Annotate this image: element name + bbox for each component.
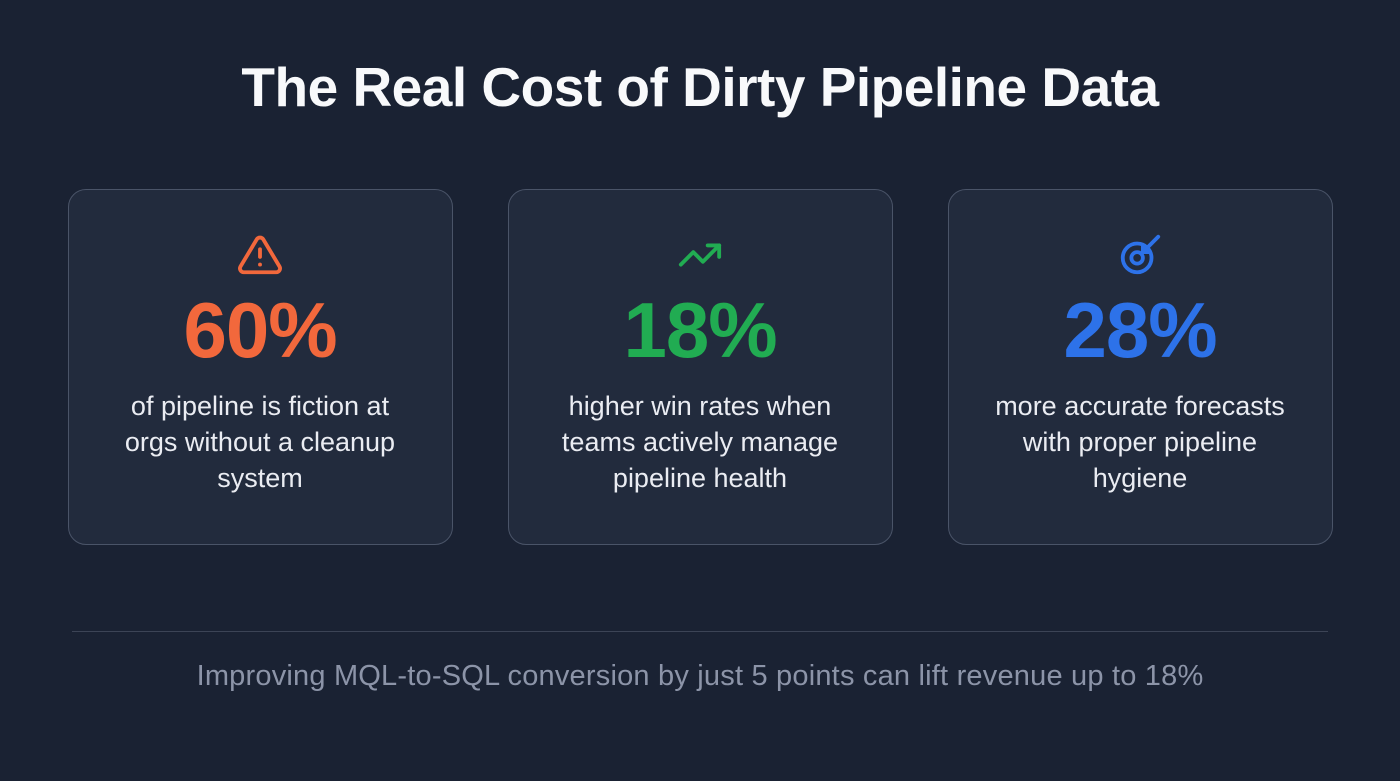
stat-value: 28% <box>1063 286 1217 375</box>
target-arrow-icon <box>1117 232 1163 278</box>
page-title: The Real Cost of Dirty Pipeline Data <box>241 56 1159 118</box>
warning-triangle-icon <box>237 232 283 278</box>
stat-description: higher win rates when teams actively man… <box>561 391 839 494</box>
stat-value: 60% <box>183 286 337 375</box>
footer-note: Improving MQL-to-SQL conversion by just … <box>196 660 1204 693</box>
stat-value: 18% <box>623 286 777 375</box>
stat-cards: 60% of pipeline is fiction at orgs witho… <box>0 189 1400 546</box>
stat-description: of pipeline is fiction at orgs without a… <box>124 391 396 494</box>
stat-card-pipeline-fiction: 60% of pipeline is fiction at orgs witho… <box>67 189 453 546</box>
stat-description: more accurate forecasts with proper pipe… <box>995 391 1285 494</box>
stat-card-forecast-accuracy: 28% more accurate forecasts with proper … <box>947 189 1333 546</box>
stat-card-win-rates: 18% higher win rates when teams actively… <box>507 189 893 546</box>
divider <box>72 631 1328 633</box>
trending-up-icon <box>677 232 723 278</box>
